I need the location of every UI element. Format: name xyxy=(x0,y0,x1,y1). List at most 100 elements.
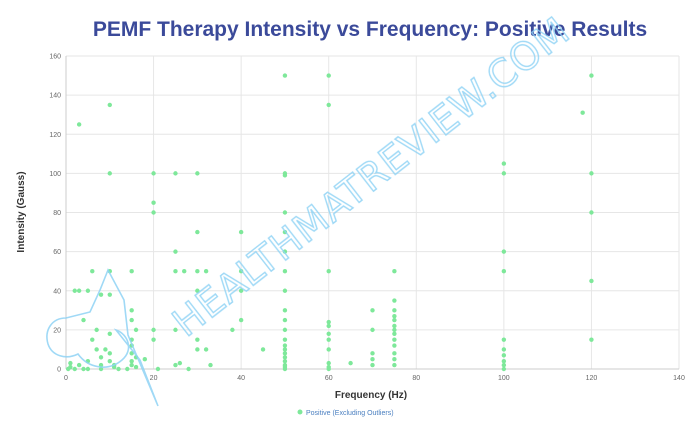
data-point[interactable] xyxy=(326,102,331,108)
data-point[interactable] xyxy=(195,268,200,274)
data-point[interactable] xyxy=(195,347,200,352)
data-point[interactable] xyxy=(282,358,288,364)
data-point[interactable] xyxy=(370,327,375,333)
data-point[interactable] xyxy=(125,366,130,372)
data-point[interactable] xyxy=(589,278,594,284)
data-point[interactable] xyxy=(94,347,99,352)
data-point[interactable] xyxy=(326,360,331,366)
data-point[interactable] xyxy=(370,357,375,362)
data-point[interactable] xyxy=(173,362,178,368)
data-point[interactable] xyxy=(326,366,331,372)
data-point[interactable] xyxy=(107,358,112,364)
data-point[interactable] xyxy=(203,268,209,274)
data-point[interactable] xyxy=(348,360,353,366)
data-point[interactable] xyxy=(282,366,288,372)
data-point[interactable] xyxy=(151,327,156,333)
data-point[interactable] xyxy=(282,210,288,215)
data-point[interactable] xyxy=(326,337,331,342)
data-point[interactable] xyxy=(129,358,134,364)
data-point[interactable] xyxy=(501,362,507,368)
data-point[interactable] xyxy=(370,351,375,356)
data-point[interactable] xyxy=(282,337,288,342)
data-point[interactable] xyxy=(107,292,112,297)
data-point[interactable] xyxy=(589,73,594,78)
data-point[interactable] xyxy=(392,351,397,356)
data-point[interactable] xyxy=(282,308,288,313)
data-point[interactable] xyxy=(326,268,331,274)
data-point[interactable] xyxy=(195,337,200,342)
data-point[interactable] xyxy=(208,362,213,368)
data-point[interactable] xyxy=(129,317,134,323)
data-point[interactable] xyxy=(501,268,507,274)
data-point[interactable] xyxy=(151,210,156,215)
data-point[interactable] xyxy=(501,358,507,364)
data-point[interactable] xyxy=(238,317,244,323)
data-point[interactable] xyxy=(186,366,191,372)
data-point[interactable] xyxy=(98,292,104,297)
data-point[interactable] xyxy=(282,73,288,78)
data-point[interactable] xyxy=(173,268,178,274)
data-point[interactable] xyxy=(142,357,148,362)
data-point[interactable] xyxy=(76,288,82,293)
data-point[interactable] xyxy=(392,313,397,319)
data-point[interactable] xyxy=(501,171,507,176)
data-point[interactable] xyxy=(133,327,139,333)
data-point[interactable] xyxy=(90,268,95,274)
data-point[interactable] xyxy=(282,347,288,352)
data-point[interactable] xyxy=(68,364,73,370)
data-point[interactable] xyxy=(282,249,288,254)
data-point[interactable] xyxy=(129,308,134,313)
data-point[interactable] xyxy=(392,298,397,303)
data-point[interactable] xyxy=(68,360,73,366)
data-point[interactable] xyxy=(589,337,594,342)
data-point[interactable] xyxy=(370,308,375,313)
data-point[interactable] xyxy=(392,331,397,336)
data-point[interactable] xyxy=(501,366,507,372)
data-point[interactable] xyxy=(326,347,331,352)
data-point[interactable] xyxy=(282,317,288,323)
data-point[interactable] xyxy=(501,337,507,342)
data-point[interactable] xyxy=(282,355,288,360)
data-point[interactable] xyxy=(392,268,397,274)
data-point[interactable] xyxy=(90,337,95,342)
data-point[interactable] xyxy=(195,229,200,235)
data-point[interactable] xyxy=(392,323,397,329)
data-point[interactable] xyxy=(238,288,244,293)
data-point[interactable] xyxy=(282,343,288,348)
legend[interactable]: Positive (Excluding Outliers) xyxy=(297,409,394,418)
data-point[interactable] xyxy=(72,366,77,372)
data-point[interactable] xyxy=(173,327,178,333)
data-point[interactable] xyxy=(501,249,507,254)
data-point[interactable] xyxy=(260,347,266,352)
data-point[interactable] xyxy=(98,355,104,360)
data-point[interactable] xyxy=(501,161,507,166)
data-point[interactable] xyxy=(589,210,594,215)
data-point[interactable] xyxy=(72,288,77,293)
data-point[interactable] xyxy=(392,362,397,368)
data-point[interactable] xyxy=(173,171,178,176)
data-point[interactable] xyxy=(370,362,375,368)
data-point[interactable] xyxy=(282,229,288,235)
data-point[interactable] xyxy=(133,364,139,370)
data-point[interactable] xyxy=(107,331,112,336)
data-point[interactable] xyxy=(116,366,121,372)
data-point[interactable] xyxy=(107,171,112,176)
data-point[interactable] xyxy=(151,171,156,176)
data-point[interactable] xyxy=(392,327,397,333)
data-point[interactable] xyxy=(392,343,397,348)
data-point[interactable] xyxy=(85,288,91,293)
data-point[interactable] xyxy=(282,173,288,178)
data-point[interactable] xyxy=(76,362,82,368)
data-point[interactable] xyxy=(177,360,183,366)
data-point[interactable] xyxy=(501,347,507,352)
data-point[interactable] xyxy=(81,317,86,323)
data-point[interactable] xyxy=(589,171,594,176)
data-point[interactable] xyxy=(155,366,161,372)
data-point[interactable] xyxy=(282,268,288,274)
data-point[interactable] xyxy=(326,323,331,329)
data-point[interactable] xyxy=(173,249,178,254)
data-point[interactable] xyxy=(94,327,99,333)
data-point[interactable] xyxy=(392,337,397,342)
data-point[interactable] xyxy=(326,73,331,78)
data-point[interactable] xyxy=(392,317,397,323)
